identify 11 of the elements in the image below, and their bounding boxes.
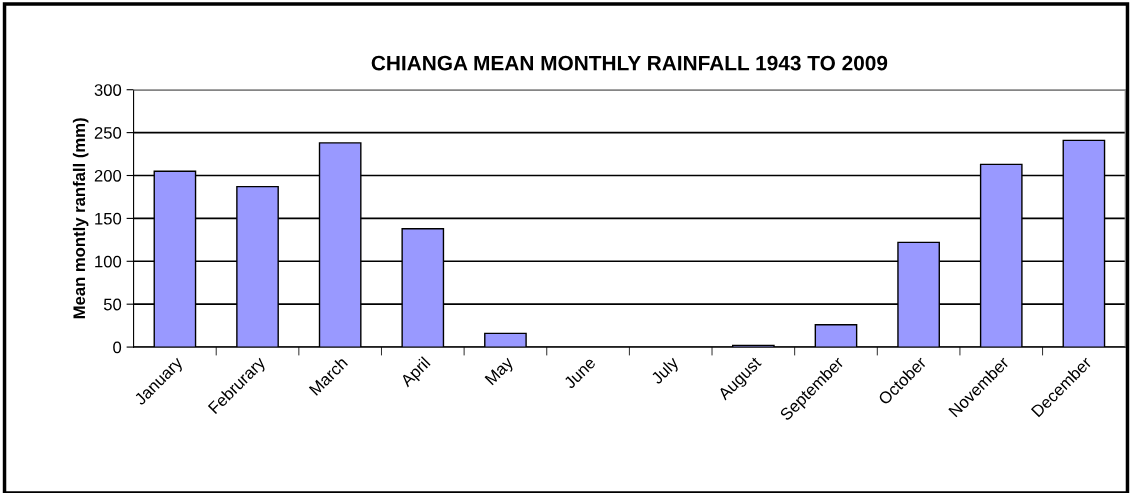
x-tick-label: July [649,355,682,388]
y-tick-label: 300 [94,84,122,96]
y-tick-label: 250 [94,127,122,139]
y-axis-title: Mean montly ranfall (mm) [72,118,89,319]
chart-title: CHIANGA MEAN MONTHLY RAINFALL 1943 TO 2009 [371,55,888,71]
y-tick-label: 150 [95,212,122,225]
x-tick-label: May [484,355,517,388]
y-tick-label: 0 [113,341,122,354]
y-tick-label: 50 [103,298,122,311]
y-tick-label: 200 [94,169,122,182]
y-tick-label: 100 [95,255,122,268]
